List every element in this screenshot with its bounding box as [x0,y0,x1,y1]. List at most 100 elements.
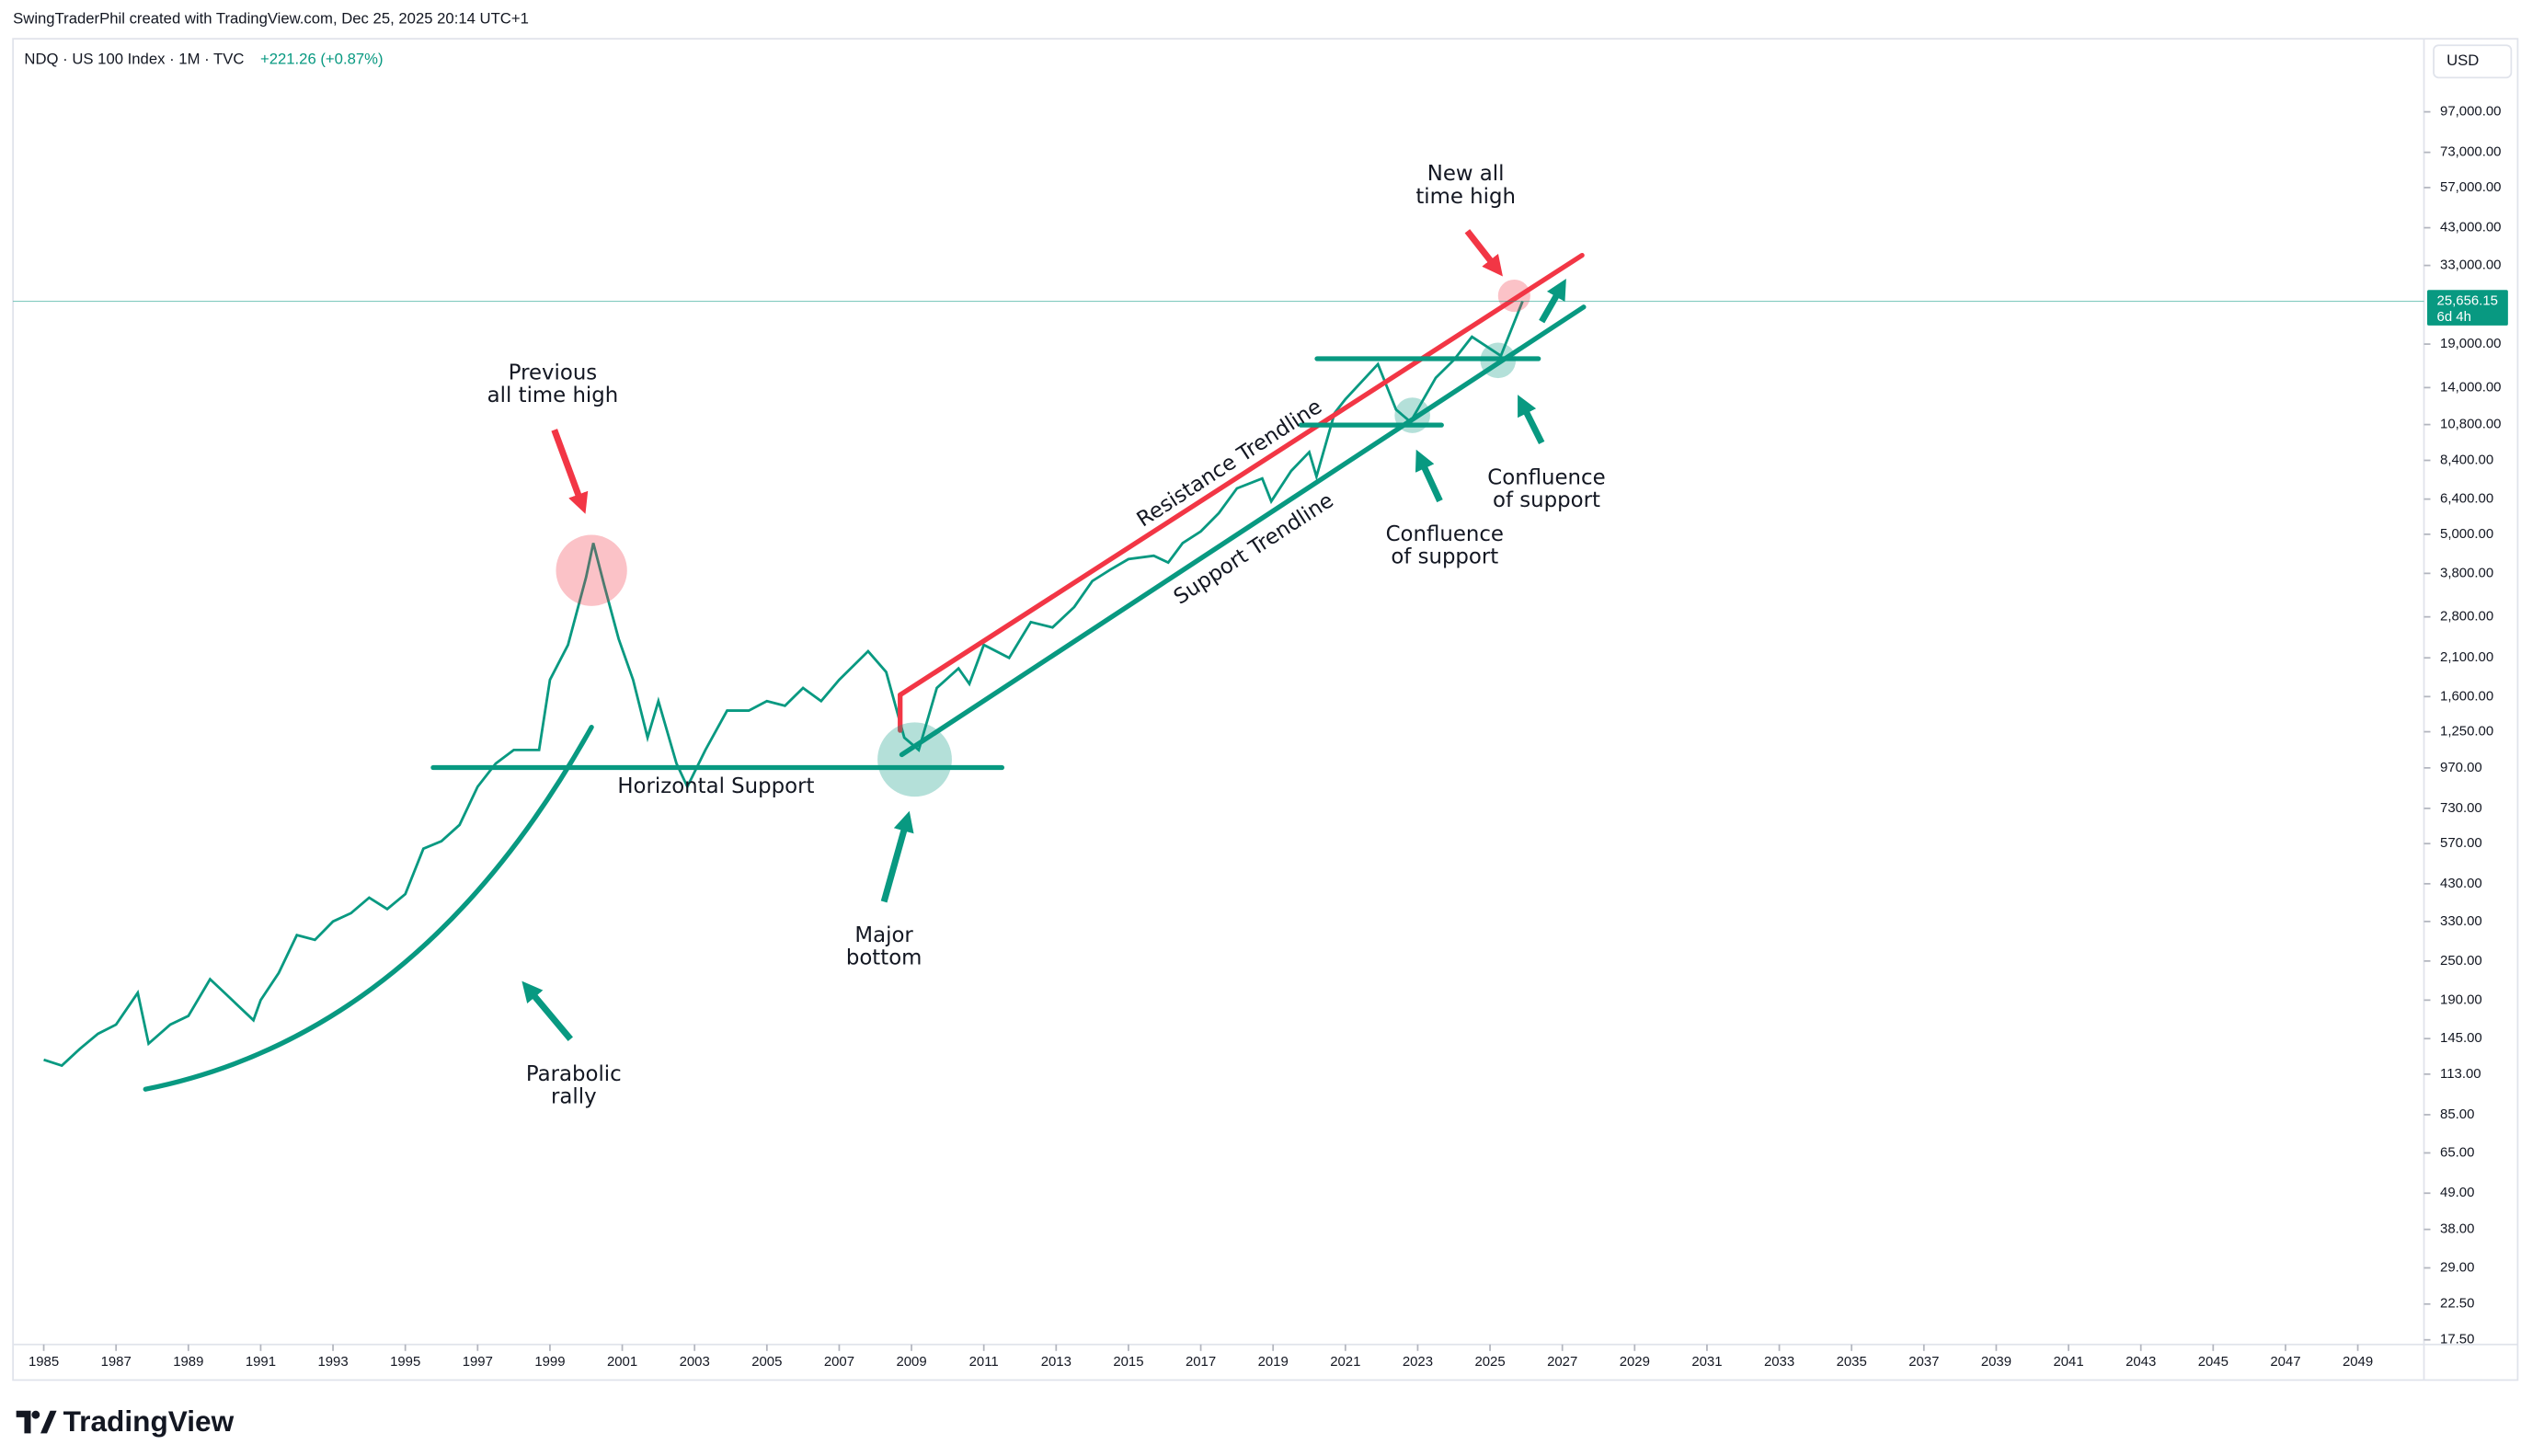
highlight-circle [877,722,952,797]
y-tick-label: 1,600.00 [2440,688,2493,704]
x-tick-label: 2023 [1403,1354,1433,1370]
resistance-trendline [898,252,1585,698]
x-tick-label: 2027 [1547,1354,1577,1370]
highlight-circle [1497,279,1530,313]
annotation: New all [1427,162,1505,186]
annotation: Parabolic [526,1062,622,1086]
x-tick-label: 2035 [1837,1354,1867,1370]
annotation: time high [1415,185,1516,209]
x-tick-label: 2043 [2126,1354,2156,1370]
x-tick-label: 2045 [2198,1354,2229,1370]
x-tick-label: 2049 [2343,1354,2373,1370]
y-tick-label: 97,000.00 [2440,104,2501,120]
x-tick-label: 2013 [1041,1354,1071,1370]
y-tick-label: 570.00 [2440,835,2482,851]
y-tick-label: 85.00 [2440,1106,2474,1122]
y-tick-label: 6,400.00 [2440,491,2493,507]
logo-icon [16,1410,57,1434]
y-tick-label: 730.00 [2440,800,2482,816]
y-tick-label: 73,000.00 [2440,144,2501,160]
y-tick-label: 250.00 [2440,953,2482,969]
y-tick-label: 8,400.00 [2440,452,2493,467]
y-tick-label: 2,800.00 [2440,609,2493,625]
y-tick-label: 330.00 [2440,913,2482,929]
y-tick-label: 2,100.00 [2440,649,2493,665]
x-tick-label: 1995 [390,1354,420,1370]
y-tick-label: 17.50 [2440,1332,2474,1347]
countdown: 6d 4h [2437,309,2471,325]
annotation: bottom [846,946,922,969]
x-tick-label: 1993 [317,1354,348,1370]
highlight-circle [556,534,627,606]
x-tick-label: 2015 [1113,1354,1143,1370]
annotation: Major [854,923,913,947]
logo: TradingView [16,1404,235,1438]
arrow [1539,278,1566,324]
highlight-circle [1480,342,1517,379]
parabolic-curve [143,724,594,1092]
annotation: Horizontal Support [617,774,814,798]
x-tick-label: 2017 [1186,1354,1216,1370]
y-tick-label: 113.00 [2440,1066,2481,1082]
x-tick-label: 2029 [1620,1354,1650,1370]
x-tick-label: 2005 [751,1354,782,1370]
arrow [880,810,914,903]
x-tick-label: 2007 [824,1354,854,1370]
x-tick-label: 1989 [173,1354,203,1370]
y-tick-label: 33,000.00 [2440,258,2501,273]
annotation: of support [1391,545,1498,569]
y-tick-label: 430.00 [2440,876,2482,891]
arrow [551,429,589,514]
x-tick-label: 2031 [1691,1354,1722,1370]
y-tick-label: 14,000.00 [2440,379,2501,395]
annotation: Confluence [1386,522,1504,546]
currency[interactable]: USD [2447,52,2479,69]
y-tick-label: 190.00 [2440,992,2482,1007]
x-tick-label: 2021 [1330,1354,1360,1370]
arrow [1518,395,1545,444]
logo-text: TradingView [63,1404,235,1438]
change: +221.26 (+0.87%) [260,50,384,67]
currency-button[interactable] [2433,44,2513,79]
annotation: Confluence [1487,466,1605,490]
y-tick-label: 49.00 [2440,1185,2474,1200]
y-tick-label: 10,800.00 [2440,417,2501,432]
y-tick-label: 43,000.00 [2440,220,2501,235]
last-price-box [2427,290,2508,326]
arrow [1415,449,1443,503]
credit: SwingTraderPhil created with TradingView… [13,9,529,27]
annotation: rally [551,1084,597,1108]
y-tick-label: 970.00 [2440,760,2482,775]
last-price-label: 25,656.15 [2437,293,2498,309]
arrow [1464,229,1503,277]
x-tick-label: 1987 [101,1354,132,1370]
x-tick-label: 2003 [680,1354,710,1370]
y-tick-label: 65.00 [2440,1144,2474,1160]
x-tick-label: 2001 [607,1354,637,1370]
y-tick-label: 29.00 [2440,1259,2474,1275]
x-tick-label: 2019 [1258,1354,1289,1370]
annotation: of support [1493,488,1600,512]
highlight-circle [1394,397,1430,433]
x-tick-label: 2011 [969,1354,999,1370]
y-tick-label: 5,000.00 [2440,526,2493,542]
x-tick-label: 2041 [2053,1354,2083,1370]
y-tick-label: 1,250.00 [2440,724,2493,739]
x-tick-label: 1999 [534,1354,565,1370]
x-tick-label: 1991 [246,1354,276,1370]
y-tick-label: 3,800.00 [2440,565,2493,580]
x-tick-label: 2025 [1474,1354,1505,1370]
x-tick-label: 1985 [29,1354,59,1370]
y-tick-label: 145.00 [2440,1030,2482,1046]
annotation: Previous [509,361,597,384]
price-line [43,301,1524,1068]
annotation: all time high [487,384,619,407]
x-tick-label: 2037 [1908,1354,1939,1370]
y-tick-label: 22.50 [2440,1296,2474,1312]
x-tick-label: 2009 [896,1354,926,1370]
x-tick-label: 2033 [1764,1354,1794,1370]
arrow [521,980,573,1041]
x-tick-label: 1997 [463,1354,493,1370]
